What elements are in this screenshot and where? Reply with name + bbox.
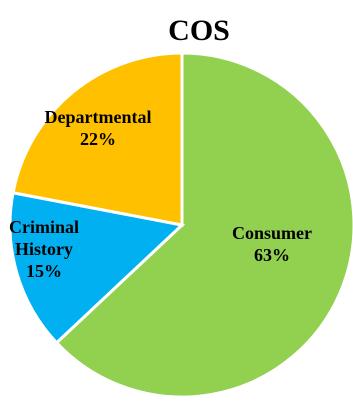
slice-label-criminal-history: Criminal History 15% <box>9 217 79 281</box>
pie-labels: Consumer 63% Criminal History 15% Departmenta… <box>9 107 312 281</box>
slice-label-departmental: Departmental 22% <box>45 107 152 149</box>
slice-name-label: Consumer <box>232 223 312 243</box>
slice-label-consumer: Consumer 63% <box>232 223 312 265</box>
slice-value-label: 15% <box>26 261 62 281</box>
slice-value-label: 22% <box>80 129 116 149</box>
slice-name-label: Criminal <box>9 217 79 237</box>
pie-slice-consumer <box>54 51 353 399</box>
chart-title: COS <box>168 14 230 47</box>
pie-slice-departmental <box>11 51 184 227</box>
slice-name-label: History <box>15 239 73 259</box>
pie-slice-criminal-history <box>8 191 186 345</box>
slice-name-label: Departmental <box>45 107 152 127</box>
slice-value-label: 63% <box>254 245 290 265</box>
pie-slices <box>8 51 353 399</box>
